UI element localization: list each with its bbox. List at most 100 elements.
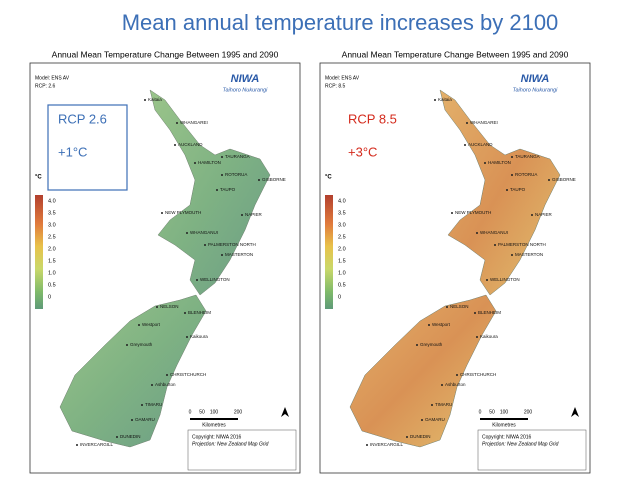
- place-dot: [421, 419, 423, 421]
- legend-unit: °C: [325, 175, 332, 181]
- place-label: WHANGAREI: [180, 120, 208, 125]
- place-label: NEW PLYMOUTH: [455, 210, 491, 215]
- model-label: Model: ENS AV: [35, 75, 70, 81]
- place-label: WHANGAREI: [470, 120, 498, 125]
- scale-tick: 100: [210, 409, 219, 415]
- scale-unit: Kilometres: [492, 422, 516, 428]
- scale-tick: 0: [189, 409, 192, 415]
- place-dot: [531, 214, 533, 216]
- place-dot: [464, 144, 466, 146]
- place-label: Westport: [142, 322, 161, 327]
- south-island: [59, 294, 207, 448]
- legend-label: 3.0: [48, 222, 56, 228]
- place-label: TAUPO: [510, 187, 526, 192]
- place-dot: [484, 162, 486, 164]
- place-label: WELLINGTON: [490, 277, 520, 282]
- legend-ramp: [325, 195, 333, 309]
- legend-label: 1.5: [48, 258, 56, 264]
- place-label: Kaitaia: [148, 97, 162, 102]
- place-label: BLENHEIM: [188, 310, 211, 315]
- place-label: AUCKLAND: [468, 142, 493, 147]
- place-dot: [456, 374, 458, 376]
- legend-label: 3.5: [338, 210, 346, 216]
- legend-label: 1.0: [48, 270, 56, 276]
- place-dot: [196, 279, 198, 281]
- copyright: Copyright: NIWA 2016: [482, 434, 532, 440]
- scale-tick: 200: [524, 409, 533, 415]
- scale-unit: Kilometres: [202, 422, 226, 428]
- scenario-label: RCP 8.5: [348, 111, 397, 126]
- place-dot: [221, 156, 223, 158]
- legend-label: 4.0: [48, 198, 56, 204]
- place-label: TAURANGA: [515, 154, 540, 159]
- place-label: Greymouth: [130, 342, 153, 347]
- map-heading: Annual Mean Temperature Change Between 1…: [52, 49, 279, 59]
- scale-tick: 100: [500, 409, 509, 415]
- place-label: HAMILTON: [198, 160, 221, 165]
- legend-label: 0.5: [48, 282, 56, 288]
- place-label: Kaikoura: [190, 334, 208, 339]
- scale-bar: [480, 418, 528, 420]
- place-dot: [476, 336, 478, 338]
- place-dot: [511, 156, 513, 158]
- place-label: GISBORNE: [552, 177, 576, 182]
- legend-label: 3.5: [48, 210, 56, 216]
- place-label: MASTERTON: [225, 252, 253, 257]
- place-dot: [186, 232, 188, 234]
- copyright-box: [187, 429, 297, 471]
- place-label: TAURANGA: [225, 154, 250, 159]
- place-label: INVERCARGILL: [80, 442, 114, 447]
- place-label: Kaitaia: [438, 97, 452, 102]
- projection: Projection: New Zealand Map Grid: [482, 441, 559, 447]
- place-label: NEW PLYMOUTH: [165, 210, 201, 215]
- place-dot: [221, 174, 223, 176]
- place-dot: [486, 279, 488, 281]
- logo: NIWA: [231, 73, 260, 85]
- north-arrow: [281, 407, 289, 417]
- scale-tick: 50: [199, 409, 205, 415]
- north-island: [149, 89, 271, 296]
- place-dot: [451, 212, 453, 214]
- legend-label: 4.0: [338, 198, 346, 204]
- place-label: NELSON: [160, 304, 179, 309]
- legend-label: 1.5: [338, 258, 346, 264]
- scale-tick: 50: [489, 409, 495, 415]
- logo: NIWA: [521, 73, 550, 85]
- place-label: PALMERSTON NORTH: [208, 242, 256, 247]
- legend-label: 2.5: [338, 234, 346, 240]
- map-panel: Annual Mean Temperature Change Between 1…: [29, 49, 301, 474]
- place-dot: [431, 404, 433, 406]
- place-dot: [166, 374, 168, 376]
- scenario-box: [47, 104, 128, 191]
- place-dot: [441, 384, 443, 386]
- temperature-change: +1°C: [58, 144, 87, 159]
- place-label: OAMARU: [135, 417, 155, 422]
- place-label: BLENHEIM: [478, 310, 501, 315]
- scenario-label: RCP 2.6: [58, 111, 107, 126]
- place-label: OAMARU: [425, 417, 445, 422]
- legend-label: 2.0: [48, 246, 56, 252]
- place-label: WHANGANUI: [190, 230, 218, 235]
- legend-label: 3.0: [338, 222, 346, 228]
- place-dot: [151, 384, 153, 386]
- place-label: PALMERSTON NORTH: [498, 242, 546, 247]
- legend-label: 1.0: [338, 270, 346, 276]
- copyright-box: [477, 429, 587, 471]
- place-label: GISBORNE: [262, 177, 286, 182]
- place-label: Westport: [432, 322, 451, 327]
- place-dot: [466, 122, 468, 124]
- place-dot: [144, 99, 146, 101]
- place-dot: [116, 436, 118, 438]
- place-dot: [494, 244, 496, 246]
- place-dot: [184, 312, 186, 314]
- place-dot: [434, 99, 436, 101]
- place-dot: [476, 232, 478, 234]
- place-dot: [511, 174, 513, 176]
- legend-label: 0.5: [338, 282, 346, 288]
- place-label: Ashburton: [445, 382, 466, 387]
- logo-sub: Taihoro Nukurangi: [513, 87, 559, 93]
- place-label: TIMARU: [435, 402, 452, 407]
- model-label: Model: ENS AV: [325, 75, 360, 81]
- copyright: Copyright: NIWA 2016: [192, 434, 242, 440]
